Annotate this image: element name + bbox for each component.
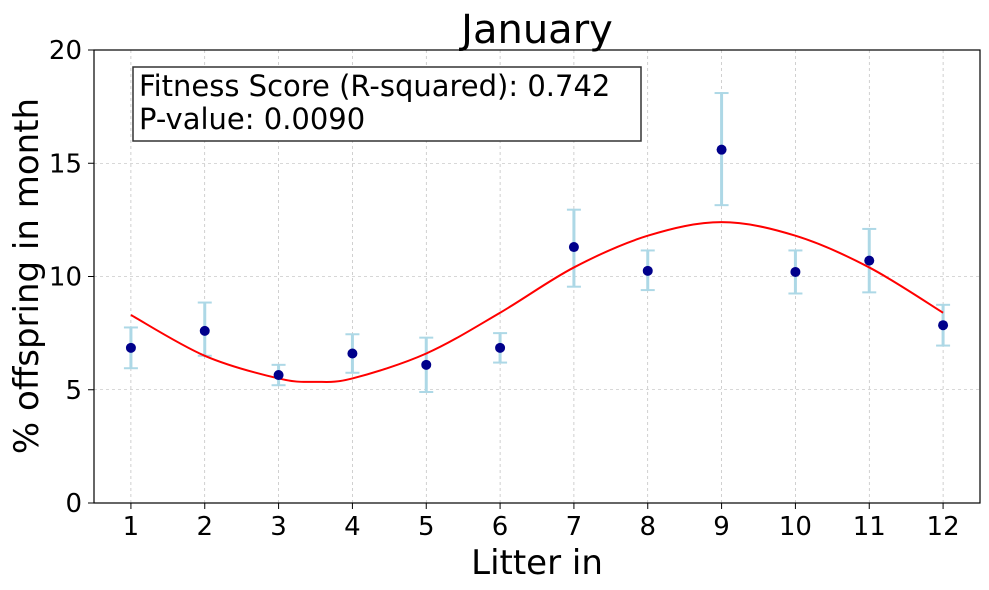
- fit-curve: [130, 221, 944, 383]
- x-tick-label: 9: [713, 512, 730, 542]
- x-tick-label: 6: [492, 512, 509, 542]
- y-axis-label: % offspring in month: [7, 98, 47, 454]
- stats-annotation: Fitness Score (R-squared): 0.742 P-value…: [132, 66, 642, 142]
- data-point: [495, 342, 506, 353]
- data-point: [125, 342, 136, 353]
- data-point: [273, 370, 284, 381]
- y-tick-label: 20: [49, 36, 82, 66]
- x-tick-label: 7: [566, 512, 583, 542]
- data-point: [790, 266, 801, 277]
- data-point: [199, 325, 210, 336]
- x-axis-label: Litter in: [471, 543, 603, 583]
- x-tick-label: 8: [639, 512, 656, 542]
- x-tick-label: 5: [418, 512, 435, 542]
- data-point: [938, 320, 949, 331]
- x-tick-label: 10: [779, 512, 812, 542]
- data-point: [347, 348, 358, 359]
- x-tick-label: 12: [927, 512, 960, 542]
- y-axis-ticks: 0 5 10 15 20: [49, 36, 94, 519]
- annotation-box: [132, 66, 642, 142]
- data-points: [125, 144, 949, 381]
- x-tick-label: 3: [270, 512, 287, 542]
- data-point: [568, 242, 579, 253]
- data-point: [864, 255, 875, 266]
- x-axis-ticks: 1 2 3 4 5 6 7 8 9 10 11 12: [123, 503, 960, 542]
- x-tick-label: 2: [196, 512, 213, 542]
- y-tick-label: 10: [49, 263, 82, 293]
- x-tick-label: 4: [344, 512, 361, 542]
- y-tick-label: 0: [65, 489, 82, 519]
- x-tick-label: 11: [853, 512, 886, 542]
- data-point: [642, 265, 653, 276]
- chart-title: January: [458, 7, 613, 53]
- y-tick-label: 15: [49, 149, 82, 179]
- data-point: [421, 359, 432, 370]
- p-value-text: P-value: 0.0090: [139, 102, 365, 136]
- y-tick-label: 5: [65, 376, 82, 406]
- x-tick-label: 1: [123, 512, 140, 542]
- r-squared-text: Fitness Score (R-squared): 0.742: [139, 69, 610, 103]
- data-point: [716, 144, 727, 155]
